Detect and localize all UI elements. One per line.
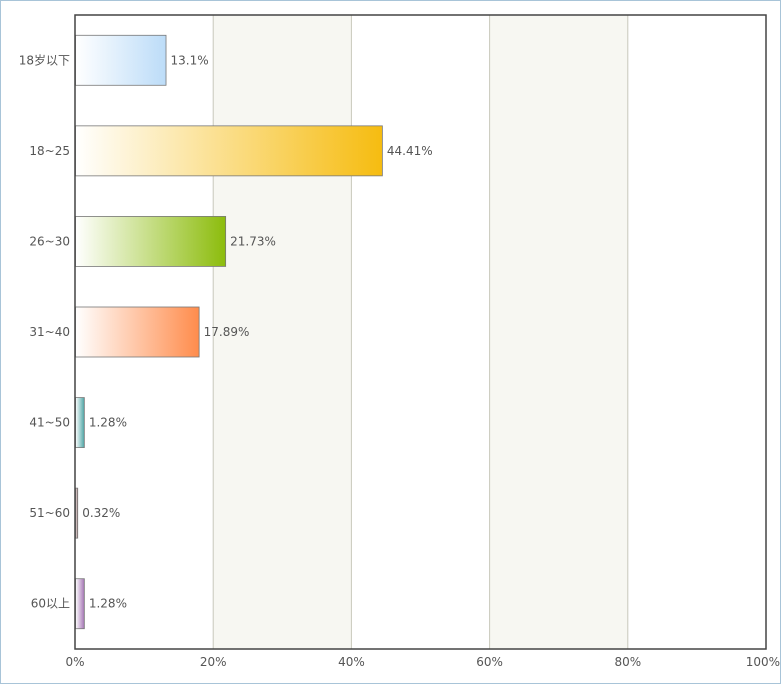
value-label: 0.32% [82, 506, 120, 520]
tick-label: 80% [614, 655, 641, 669]
bar-1 [75, 125, 383, 177]
bar-2 [75, 216, 227, 267]
tick-label: 0% [65, 655, 84, 669]
value-label: 21.73% [230, 234, 276, 248]
value-label: 1.28% [89, 597, 127, 611]
bar-4 [75, 397, 85, 448]
value-label: 44.41% [387, 144, 433, 158]
category-labels: 18岁以下 18~25 26~30 31~40 41~50 51~60 60以上 [19, 52, 70, 610]
grid-band [213, 15, 352, 649]
category-label: 51~60 [29, 506, 70, 520]
grid-lines [212, 15, 629, 649]
value-label: 17.89% [204, 325, 250, 339]
tick-label: 100% [746, 655, 780, 669]
grid-bands [213, 15, 628, 649]
category-label: 41~50 [29, 416, 70, 430]
category-label: 31~40 [29, 325, 70, 339]
tick-labels: 0% 20% 40% 60% 80% 100% [65, 655, 780, 669]
bar-0 [75, 34, 167, 86]
bar-5 [75, 487, 79, 539]
category-label: 60以上 [31, 597, 70, 611]
tick-label: 20% [200, 655, 227, 669]
bars [75, 34, 383, 630]
plot-frame [74, 14, 767, 650]
tick-label: 40% [338, 655, 365, 669]
value-label: 1.28% [89, 416, 127, 430]
axes [74, 14, 767, 650]
value-labels: 13.1% 44.41% 21.73% 17.89% 1.28% 0.32% 1.28% [82, 53, 432, 610]
bar-3 [75, 306, 200, 358]
category-label: 26~30 [29, 234, 70, 248]
grid-band [489, 15, 628, 649]
category-label: 18~25 [29, 144, 70, 158]
category-label: 18岁以下 [19, 52, 70, 67]
value-label: 13.1% [171, 53, 209, 67]
tick-label: 60% [476, 655, 503, 669]
bar-6 [75, 578, 85, 630]
